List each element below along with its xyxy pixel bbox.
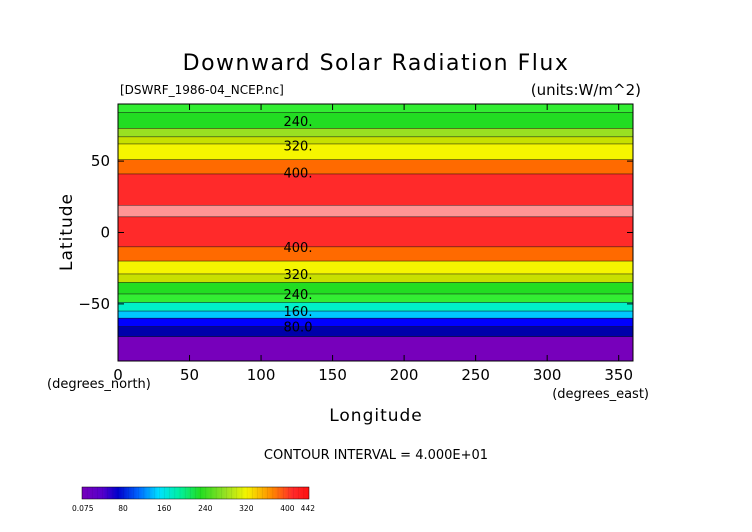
x-tick-label: 250 [461,366,490,384]
contour-labels: 240. 320. 400. 400. 320. 240. 160.80.0 [284,115,313,336]
colorbar-labels: 0.075 80 160 240 320 400 442 [72,504,315,513]
contour-label: 400. [284,167,313,182]
heatmap-band-18 [118,336,633,361]
heatmap-band-13 [118,293,633,303]
heatmap-band-10 [118,261,633,274]
x-tick-label: 50 [180,366,199,384]
heatmap-band-6 [118,173,633,206]
y-axis-label: Latitude [57,193,77,271]
colorbar [81,486,310,500]
colorbar-label: 442 [301,504,316,513]
heatmap-band-4 [118,143,633,160]
contour-label: 160. [284,305,313,320]
colorbar-label: 400 [280,504,295,513]
heatmap-band-16 [118,318,633,327]
colorbar-label: 160 [157,504,172,513]
heatmap-band-5 [118,159,633,174]
x-axis-ticks: 0 50 100 150 200 250 300 350 [113,104,633,384]
x-tick-label: 100 [247,366,276,384]
heatmap-band-2 [118,128,633,137]
x-unit-label: (degrees_east) [552,387,649,402]
x-tick-label: 150 [318,366,347,384]
heatmap-band-11 [118,273,633,283]
contour-label: 240. [284,115,313,130]
heatmap-bands [118,104,633,361]
colorbar-label: 240 [198,504,213,513]
units-label: (units:W/m^2) [531,81,641,99]
colorbar-label: 0.075 [72,504,94,513]
heatmap-band-15 [118,311,633,319]
chart-title: Downward Solar Radiation Flux [183,51,570,76]
heatmap-band-8 [118,216,633,247]
x-tick-label: 350 [604,366,633,384]
x-tick-label: 200 [390,366,419,384]
colorbar-label: 320 [239,504,254,513]
contour-lines [118,112,633,338]
contour-label: 80.0 [284,321,313,336]
x-tick-label: 0 [113,366,123,384]
heatmap-band-9 [118,246,633,262]
heatmap-band-3 [118,136,633,144]
y-axis-ticks: 50 0 −50 [78,152,633,313]
heatmap-band-0 [118,104,633,113]
y-tick-label: 0 [100,224,110,242]
contour-label: 320. [284,139,313,154]
source-label: [DSWRF_1986-04_NCEP.nc] [120,83,284,97]
heatmap-band-12 [118,282,633,294]
y-tick-label: 50 [91,152,110,170]
heatmap-band-7 [118,205,633,217]
contour-label: 320. [284,268,313,283]
heatmap-band-14 [118,302,633,312]
y-tick-label: −50 [78,295,110,313]
contour-interval-label: CONTOUR INTERVAL = 4.000E+01 [264,448,488,463]
contour-label: 400. [284,241,313,256]
x-axis-label: Longitude [329,406,423,426]
heatmap-band-17 [118,326,633,337]
x-tick-label: 300 [533,366,562,384]
contour-label: 240. [284,288,313,303]
heatmap-band-1 [118,112,633,129]
y-unit-label: (degrees_north) [47,377,151,392]
colorbar-gradient [81,486,310,500]
colorbar-label: 80 [118,504,128,513]
